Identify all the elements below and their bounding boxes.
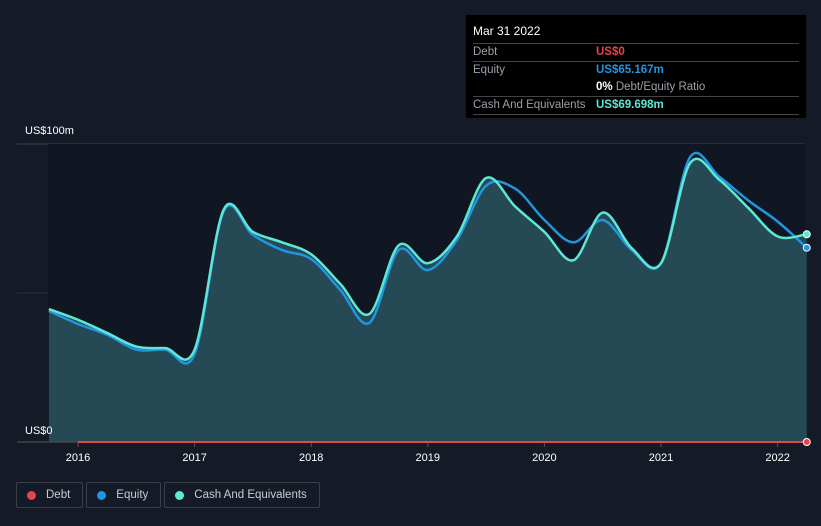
tooltip-debt-row: Debt US$0 — [473, 44, 799, 62]
legend-cash-label: Cash And Equivalents — [194, 489, 307, 501]
cash-value: US$69.698m — [596, 99, 664, 111]
x-tick-label: 2016 — [66, 452, 90, 464]
equity-end-point — [802, 243, 811, 252]
legend-cash[interactable]: Cash And Equivalents — [164, 482, 320, 508]
x-tick-label: 2022 — [765, 452, 789, 464]
debt-label: Debt — [473, 46, 498, 58]
x-tick-label: 2021 — [649, 452, 673, 464]
legend: Debt Equity Cash And Equivalents — [16, 482, 320, 510]
y-tick-label: US$100m — [25, 125, 74, 137]
cash-end-point — [802, 230, 811, 239]
legend-equity-label: Equity — [116, 489, 149, 501]
legend-debt[interactable]: Debt — [16, 482, 84, 508]
tooltip-ratio-row: 0% Debt/Equity Ratio — [473, 79, 799, 97]
debt-end-point — [802, 438, 811, 446]
x-tick-label: 2019 — [416, 452, 440, 464]
x-tick-label: 2018 — [299, 452, 323, 464]
y-tick-label: US$0 — [25, 425, 53, 437]
tooltip-equity-row: Equity US$65.167m — [473, 62, 799, 79]
debt-value: US$0 — [596, 46, 625, 58]
cash-label: Cash And Equivalents — [473, 99, 586, 111]
legend-equity[interactable]: Equity — [86, 482, 162, 508]
tooltip-cash-row: Cash And Equivalents US$69.698m — [473, 97, 799, 115]
cash-dot-icon — [175, 490, 185, 500]
x-tick-label: 2020 — [532, 452, 556, 464]
legend-debt-label: Debt — [46, 489, 71, 501]
cash-line — [48, 157, 807, 361]
equity-label: Equity — [473, 64, 505, 76]
ratio-label: Debt/Equity Ratio — [615, 81, 706, 93]
tooltip-date: Mar 31 2022 — [473, 23, 799, 44]
ratio-value: 0% — [596, 81, 613, 93]
cash-area — [48, 158, 807, 442]
equity-dot-icon — [97, 490, 107, 500]
debt-dot-icon — [27, 490, 36, 500]
x-tick-label: 2017 — [182, 452, 206, 464]
tooltip: Mar 31 2022 Debt US$0 Equity US$65.167m 0%… — [466, 15, 806, 118]
equity-value: US$65.167m — [596, 64, 664, 76]
